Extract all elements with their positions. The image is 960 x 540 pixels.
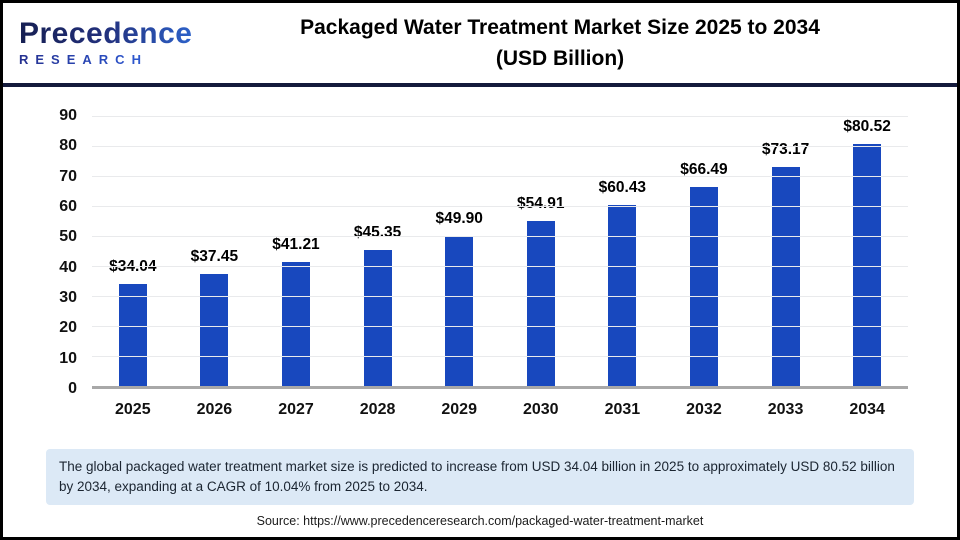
x-tick-label: 2026 — [196, 401, 233, 418]
y-tick-label: 50 — [59, 228, 77, 246]
bar — [771, 166, 800, 386]
bar-slot: $34.04 — [92, 116, 174, 386]
bar-slot: $45.35 — [337, 116, 419, 386]
bar — [363, 249, 392, 386]
bar — [526, 221, 555, 386]
gridline — [92, 296, 908, 297]
x-tick-label: 2030 — [522, 401, 559, 418]
bar-slot: $54.91 — [500, 116, 582, 386]
bar-value-label: $73.17 — [761, 140, 810, 158]
bar — [689, 186, 718, 386]
page-title: Packaged Water Treatment Market Size 202… — [209, 12, 941, 75]
y-tick-label: 20 — [59, 319, 77, 337]
bar-value-label: $41.21 — [272, 236, 320, 254]
y-tick-label: 90 — [59, 107, 77, 124]
bar-value-label: $54.91 — [517, 195, 565, 213]
bar — [118, 283, 147, 386]
source-attribution: Source: https://www.precedenceresearch.c… — [256, 514, 704, 528]
y-tick-label: 10 — [59, 349, 77, 367]
gridline — [92, 146, 908, 147]
bar-slot: $37.45 — [174, 116, 256, 386]
x-tick-label: 2031 — [604, 401, 641, 418]
x-tick-label: 2034 — [849, 401, 885, 418]
gridline — [92, 266, 908, 267]
gridline — [92, 326, 908, 327]
bar-slot: $80.52 — [826, 116, 908, 386]
gridline — [92, 176, 908, 177]
bar — [608, 204, 637, 386]
logo-brand-text: Precedence — [19, 19, 209, 49]
summary-note-text: The global packaged water treatment mark… — [59, 458, 895, 494]
bar-slot: $41.21 — [255, 116, 337, 386]
y-tick-label: 60 — [59, 198, 77, 215]
bar-slot: $49.90 — [418, 116, 500, 386]
x-tick-label: 2025 — [115, 401, 151, 418]
x-tick-label: 2032 — [686, 401, 722, 418]
bar-slot: $66.49 — [663, 116, 745, 386]
x-tick-label: 2029 — [441, 401, 477, 418]
header: Precedence RESEARCH Packaged Water Treat… — [3, 3, 957, 87]
bar-slot: $60.43 — [582, 116, 664, 386]
gridline — [92, 116, 908, 117]
summary-note: The global packaged water treatment mark… — [46, 449, 914, 505]
bar-value-label: $80.52 — [843, 118, 891, 136]
bar — [281, 262, 310, 386]
x-axis-labels: 2025 2026 2027 2028 2029 2030 2031 2032 2033 2034 — [92, 401, 908, 419]
y-axis-labels: 0 10 20 30 40 50 60 70 80 90 — [31, 107, 77, 397]
bar — [200, 273, 229, 386]
page-title-line1: Packaged Water Treatment Market Size 202… — [300, 15, 820, 39]
bar — [445, 236, 474, 386]
precedence-research-logo: Precedence RESEARCH — [19, 19, 209, 68]
plot-area: $34.04 $37.45 $41.21 $45.35 $49.90 $54.91 $60.… — [92, 116, 908, 389]
y-tick-label: 40 — [59, 258, 77, 276]
gridline — [92, 206, 908, 207]
bar-value-label: $66.49 — [680, 160, 728, 178]
bar-value-label: $60.43 — [598, 178, 647, 196]
y-tick-label: 70 — [59, 167, 77, 185]
x-tick-label: 2027 — [278, 401, 314, 418]
bar-value-label: $45.35 — [353, 223, 402, 241]
bar-slot: $73.17 — [745, 116, 827, 386]
bar-value-label: $37.45 — [190, 247, 239, 265]
logo-research-text: RESEARCH — [19, 52, 209, 67]
gridline — [92, 356, 908, 357]
bar — [853, 144, 882, 386]
bar-value-label: $49.90 — [435, 210, 483, 228]
y-tick-label: 0 — [68, 380, 77, 397]
y-tick-label: 80 — [59, 137, 77, 155]
x-tick-label: 2033 — [767, 401, 804, 418]
page-title-line2: (USD Billion) — [495, 47, 625, 70]
gridline — [92, 236, 908, 237]
y-tick-label: 30 — [59, 289, 77, 306]
x-tick-label: 2028 — [359, 401, 396, 418]
bar-series: $34.04 $37.45 $41.21 $45.35 $49.90 $54.91 $60.… — [92, 116, 908, 386]
